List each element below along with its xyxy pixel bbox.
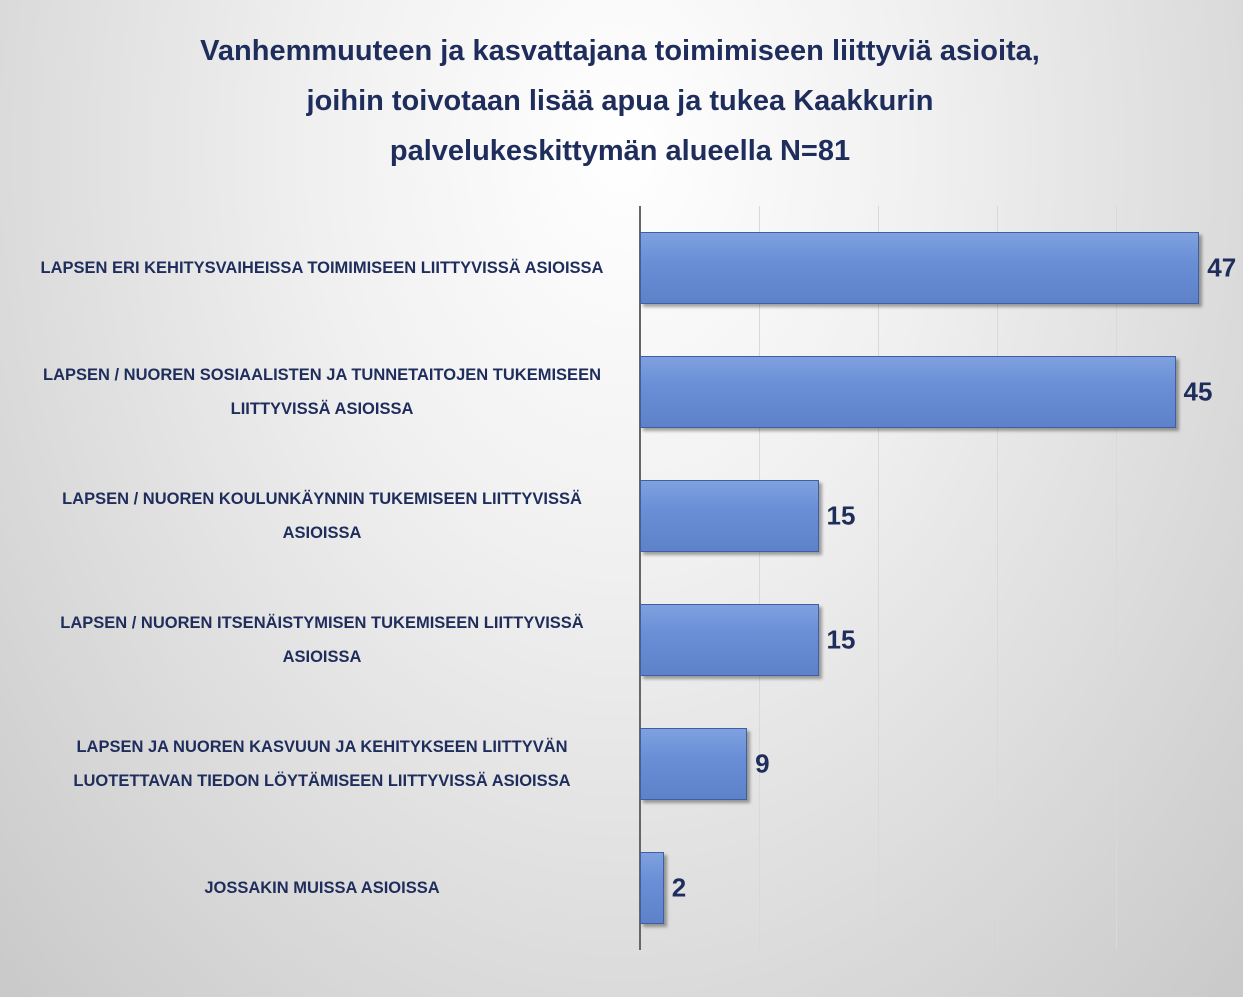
grid-line (759, 206, 760, 950)
grid-line (1116, 206, 1117, 950)
category-label: LAPSEN / NUOREN ITSENÄISTYMISEN TUKEMISE… (60, 614, 584, 666)
category-label: LAPSEN / NUOREN KOULUNKÄYNNIN TUKEMISEEN… (62, 490, 582, 542)
value-label: 47 (1207, 252, 1237, 283)
value-label: 2 (671, 872, 687, 903)
value-label: 15 (826, 500, 856, 531)
category-label: LAPSEN JA NUOREN KASVUUN JA KEHITYKSEEN … (73, 738, 571, 790)
chart-title: Vanhemmuuteen ja kasvattajana toimimisee… (200, 35, 1040, 167)
grid-line (997, 206, 998, 950)
bar (640, 232, 1200, 304)
category-label: JOSSAKIN MUISSA ASIOISSA (204, 879, 440, 897)
category-label: LAPSEN / NUOREN SOSIAALISTEN JA TUNNETAI… (42, 366, 601, 418)
value-label: 15 (826, 624, 856, 655)
grid-line (878, 206, 879, 950)
axis-line (639, 206, 641, 950)
bar (640, 728, 748, 800)
category-label: LAPSEN ERI KEHITYSVAIHEISSA TOIMIMISEEN … (40, 259, 604, 277)
value-label: 9 (755, 748, 770, 779)
bar (640, 356, 1176, 428)
bar (640, 852, 664, 924)
value-label: 45 (1183, 376, 1213, 407)
bar (640, 480, 819, 552)
bar (640, 604, 819, 676)
